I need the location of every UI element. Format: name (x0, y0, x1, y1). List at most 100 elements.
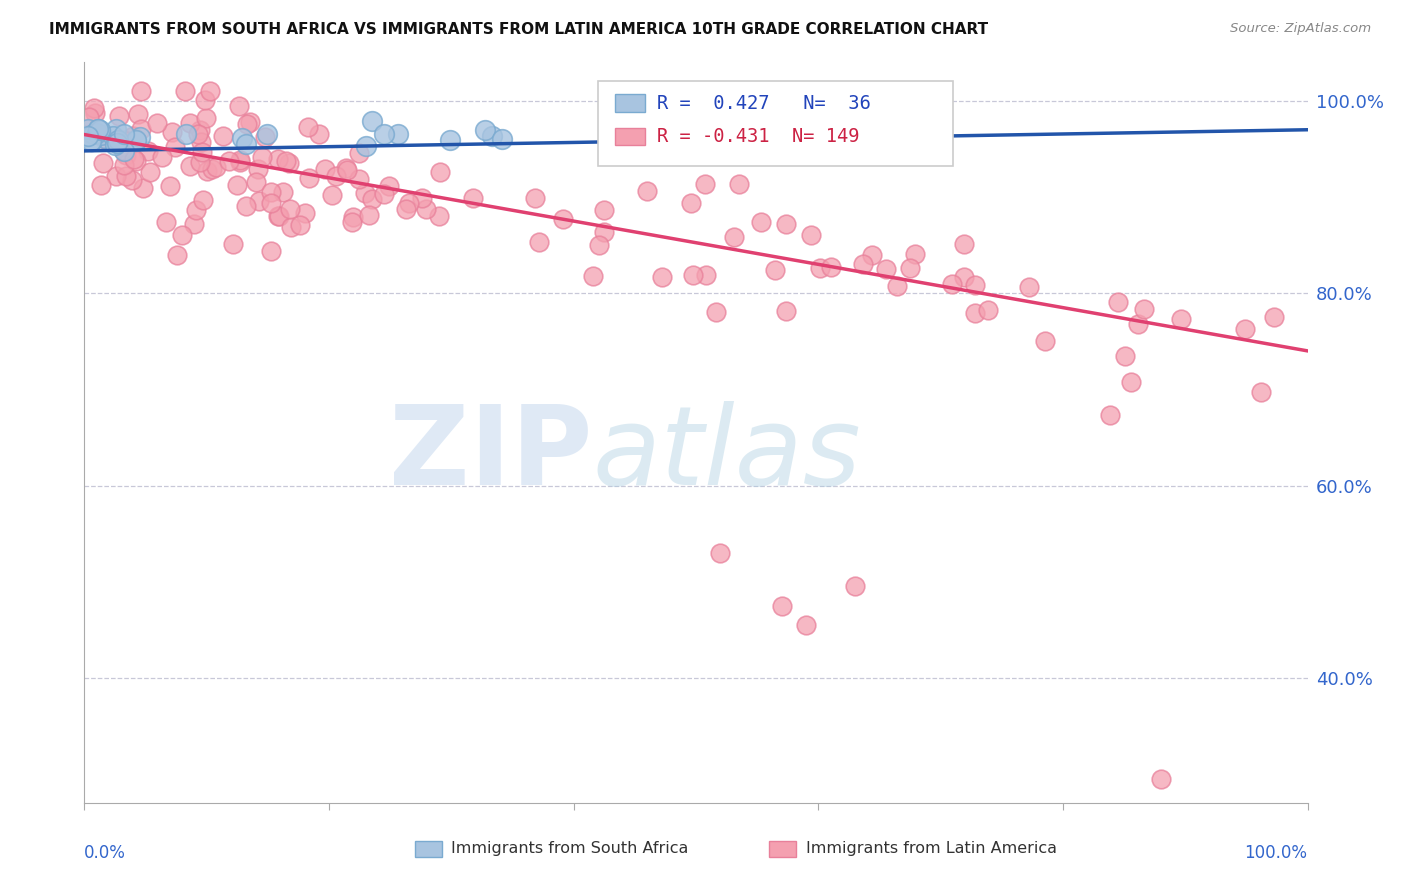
Point (205, 160, 228, 174)
Point (347, 171, 370, 186)
Bar (415, 840, 441, 857)
Point (87, 122, 110, 136)
Point (314, 161, 336, 176)
Point (527, 235, 550, 250)
Point (96, 134, 118, 148)
Point (195, 163, 218, 178)
Point (808, 261, 831, 276)
Point (136, 145, 159, 159)
Point (709, 546, 731, 560)
Point (104, 122, 127, 136)
Point (84, 106, 107, 120)
Point (80, 134, 103, 148)
Point (749, 215, 772, 229)
Point (212, 128, 235, 143)
Point (194, 93, 217, 107)
Point (728, 177, 751, 191)
Point (1233, 322, 1256, 336)
Point (682, 268, 704, 282)
Point (844, 579, 866, 593)
Point (1150, 772, 1173, 786)
Point (254, 130, 277, 145)
Point (373, 127, 395, 141)
Point (704, 305, 727, 319)
Point (820, 260, 842, 275)
Point (127, 106, 149, 120)
Point (651, 270, 673, 285)
Point (104, 138, 127, 153)
Point (1250, 384, 1272, 399)
Point (101, 129, 124, 144)
Point (325, 169, 347, 183)
Point (427, 209, 450, 223)
Point (228, 99, 250, 113)
Point (235, 199, 257, 213)
Point (898, 260, 921, 275)
Point (183, 217, 205, 231)
Point (336, 163, 359, 178)
Point (524, 191, 547, 205)
Point (394, 202, 416, 216)
Point (461, 191, 484, 205)
Point (794, 618, 817, 632)
Point (695, 268, 717, 283)
Point (170, 228, 193, 243)
Point (246, 162, 269, 177)
Point (226, 178, 249, 192)
Point (107, 133, 129, 147)
Point (267, 209, 290, 223)
Point (415, 202, 437, 216)
Point (174, 127, 197, 141)
Point (86, 126, 108, 140)
Point (278, 156, 301, 170)
Point (129, 122, 152, 136)
Point (273, 185, 295, 199)
Point (190, 135, 212, 149)
Point (115, 169, 138, 184)
Point (93, 131, 115, 145)
Point (125, 134, 148, 148)
Point (387, 127, 409, 141)
Point (297, 170, 319, 185)
Point (361, 114, 384, 128)
Point (357, 207, 380, 221)
Point (121, 173, 143, 187)
Point (190, 145, 212, 160)
Point (354, 139, 377, 153)
Point (105, 169, 128, 183)
Point (146, 116, 169, 130)
Point (952, 270, 974, 285)
Point (308, 128, 330, 142)
Point (775, 304, 797, 318)
Point (852, 257, 875, 271)
Point (121, 128, 143, 143)
Point (429, 165, 451, 179)
Point (582, 269, 605, 284)
Point (886, 279, 908, 293)
Point (129, 84, 152, 98)
Text: R = -0.431  N= 149: R = -0.431 N= 149 (657, 127, 859, 146)
Point (179, 159, 201, 173)
Point (280, 202, 302, 217)
Point (105, 136, 128, 150)
Point (250, 151, 273, 165)
Point (90, 178, 112, 192)
Point (173, 84, 195, 98)
Bar (616, 95, 644, 112)
Point (756, 126, 779, 140)
Point (125, 154, 148, 169)
Point (593, 203, 616, 218)
Point (112, 158, 135, 172)
Point (82, 128, 104, 142)
Point (218, 154, 240, 169)
Point (179, 116, 201, 130)
Text: 0.0%: 0.0% (84, 844, 127, 862)
Point (83, 101, 105, 115)
Point (288, 218, 311, 232)
Point (593, 225, 616, 239)
Point (1033, 334, 1056, 348)
Point (112, 144, 135, 158)
Point (115, 148, 138, 162)
Point (77, 128, 100, 143)
Point (108, 109, 131, 123)
